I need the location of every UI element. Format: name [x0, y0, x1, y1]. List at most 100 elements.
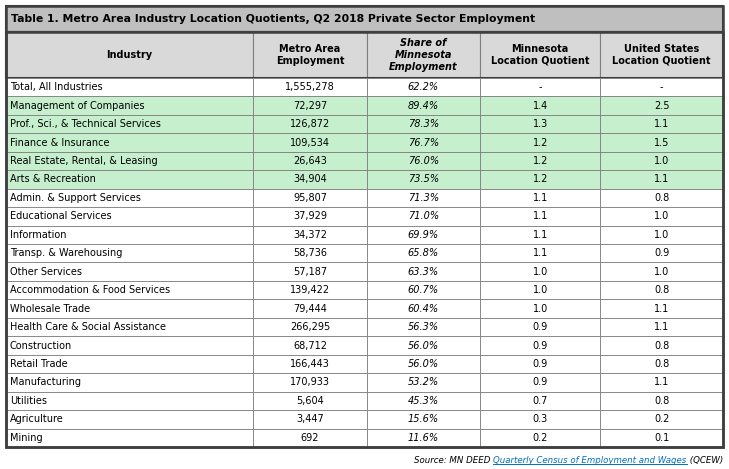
Text: 1.0: 1.0 — [654, 267, 669, 277]
Text: 1.1: 1.1 — [654, 174, 669, 184]
Bar — [480, 299, 601, 318]
Text: 0.9: 0.9 — [654, 248, 669, 258]
Bar — [367, 281, 480, 299]
Bar — [480, 189, 601, 207]
Text: Manufacturing: Manufacturing — [10, 378, 81, 387]
Bar — [601, 207, 723, 226]
Bar — [6, 429, 254, 447]
Bar — [6, 133, 254, 152]
Bar — [480, 32, 601, 78]
Text: 1.1: 1.1 — [654, 378, 669, 387]
Bar — [254, 97, 367, 115]
Bar — [254, 78, 367, 97]
Text: 15.6%: 15.6% — [408, 414, 439, 424]
Bar — [367, 226, 480, 244]
Text: 1.1: 1.1 — [654, 303, 669, 314]
Bar — [601, 299, 723, 318]
Bar — [601, 133, 723, 152]
Bar — [601, 281, 723, 299]
Text: 56.3%: 56.3% — [408, 322, 439, 332]
Text: 68,712: 68,712 — [293, 340, 327, 350]
Bar — [367, 189, 480, 207]
Text: 34,372: 34,372 — [293, 230, 327, 240]
Bar — [480, 410, 601, 429]
Text: 5,604: 5,604 — [296, 396, 324, 406]
Text: Health Care & Social Assistance: Health Care & Social Assistance — [10, 322, 166, 332]
Bar — [254, 373, 367, 392]
Text: 1.2: 1.2 — [532, 137, 548, 148]
Text: 71.3%: 71.3% — [408, 193, 439, 203]
Text: 1.4: 1.4 — [533, 101, 547, 111]
Text: 71.0%: 71.0% — [408, 212, 439, 221]
Bar — [254, 133, 367, 152]
Bar — [254, 392, 367, 410]
Text: 1.1: 1.1 — [654, 119, 669, 129]
Bar — [367, 263, 480, 281]
Bar — [480, 392, 601, 410]
Bar — [6, 336, 254, 355]
Text: 76.7%: 76.7% — [408, 137, 439, 148]
Text: 2.5: 2.5 — [654, 101, 669, 111]
Bar — [6, 78, 254, 97]
Bar — [601, 115, 723, 133]
Text: 78.3%: 78.3% — [408, 119, 439, 129]
Text: Metro Area
Employment: Metro Area Employment — [276, 44, 344, 66]
Text: 1.1: 1.1 — [654, 322, 669, 332]
Bar — [254, 226, 367, 244]
Bar — [6, 392, 254, 410]
Bar — [480, 152, 601, 170]
Text: 0.2: 0.2 — [654, 414, 669, 424]
Bar — [254, 318, 367, 336]
Bar — [601, 429, 723, 447]
Text: 1.0: 1.0 — [654, 230, 669, 240]
Text: -: - — [660, 82, 663, 92]
Text: 62.2%: 62.2% — [408, 82, 439, 92]
Text: Other Services: Other Services — [10, 267, 82, 277]
Text: 1.5: 1.5 — [654, 137, 669, 148]
Bar — [6, 115, 254, 133]
Bar — [480, 281, 601, 299]
Bar — [254, 299, 367, 318]
Text: 1.2: 1.2 — [532, 174, 548, 184]
Text: 73.5%: 73.5% — [408, 174, 439, 184]
Text: 0.8: 0.8 — [654, 359, 669, 369]
Bar — [601, 97, 723, 115]
Bar — [601, 32, 723, 78]
Text: (QCEW): (QCEW) — [687, 456, 723, 465]
Text: 1.0: 1.0 — [533, 267, 547, 277]
Bar — [480, 133, 601, 152]
Text: 0.9: 0.9 — [533, 340, 547, 350]
Text: Real Estate, Rental, & Leasing: Real Estate, Rental, & Leasing — [10, 156, 157, 166]
Text: Management of Companies: Management of Companies — [10, 101, 144, 111]
Bar — [6, 207, 254, 226]
Text: 109,534: 109,534 — [290, 137, 330, 148]
Text: Educational Services: Educational Services — [10, 212, 112, 221]
Text: 72,297: 72,297 — [293, 101, 327, 111]
Text: 56.0%: 56.0% — [408, 359, 439, 369]
Bar — [480, 226, 601, 244]
Bar — [254, 355, 367, 373]
Text: 60.7%: 60.7% — [408, 285, 439, 295]
Bar — [254, 410, 367, 429]
Bar — [254, 152, 367, 170]
Bar — [6, 32, 723, 447]
Bar — [601, 244, 723, 263]
Bar — [601, 392, 723, 410]
Text: 139,422: 139,422 — [290, 285, 330, 295]
Text: 1.1: 1.1 — [533, 193, 547, 203]
Text: Minnesota
Location Quotient: Minnesota Location Quotient — [491, 44, 590, 66]
Bar — [6, 299, 254, 318]
Text: 58,736: 58,736 — [293, 248, 327, 258]
Text: 266,295: 266,295 — [290, 322, 330, 332]
Text: Total, All Industries: Total, All Industries — [10, 82, 103, 92]
Text: Quarterly Census of Employment and Wages: Quarterly Census of Employment and Wages — [494, 456, 687, 465]
Bar — [6, 152, 254, 170]
Text: 1.0: 1.0 — [533, 303, 547, 314]
Bar — [6, 373, 254, 392]
Text: Table 1. Metro Area Industry Location Quotients, Q2 2018 Private Sector Employme: Table 1. Metro Area Industry Location Qu… — [11, 14, 535, 24]
Bar — [601, 78, 723, 97]
Bar — [601, 318, 723, 336]
Bar — [254, 336, 367, 355]
Text: 0.2: 0.2 — [532, 433, 548, 443]
Text: Agriculture: Agriculture — [10, 414, 63, 424]
